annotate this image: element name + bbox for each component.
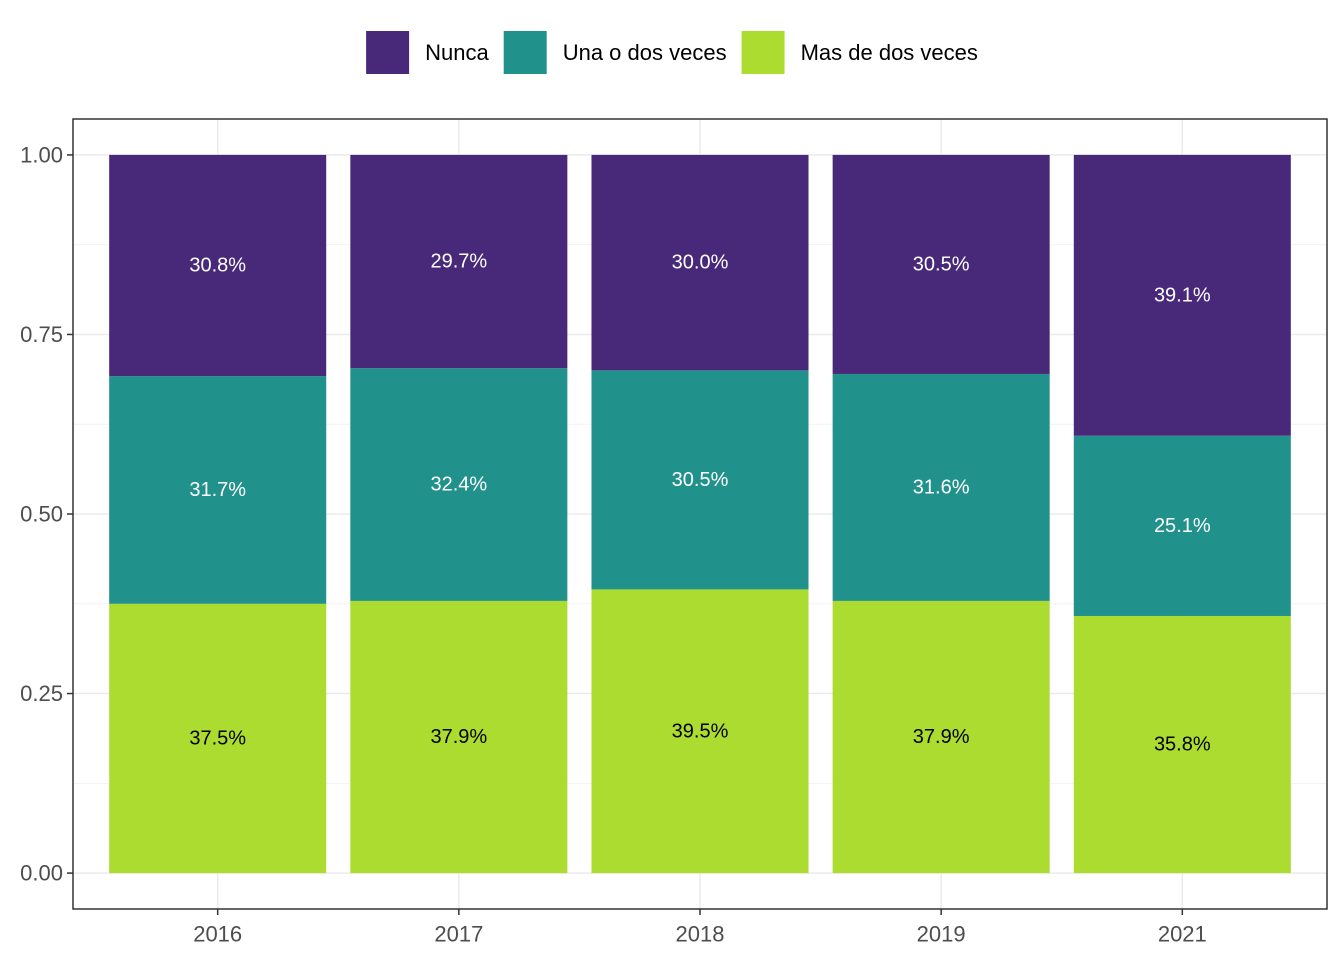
bar-data-label: 31.6% (913, 476, 970, 498)
bar-segment (591, 154, 809, 371)
legend: Nunca Una o dos veces Mas de dos veces (366, 31, 978, 74)
bar-labels: 37.5% 31.7% 30.8% 37.9% 32.4% 29.7% 39.5% 30.5%… (189, 251, 1211, 756)
bar-data-label: 30.8% (189, 255, 246, 277)
bar-segment (591, 589, 809, 874)
bar-segment (832, 373, 1050, 601)
bar-segment (109, 376, 327, 604)
bar-data-label: 37.5% (189, 727, 246, 749)
x-tick-label: 2016 (193, 922, 242, 947)
bar-segment (1073, 615, 1291, 874)
bar-segment (350, 368, 568, 601)
bar-data-label: 32.4% (430, 474, 487, 496)
bar-data-label: 30.0% (672, 252, 729, 274)
bar-data-label: 25.1% (1154, 515, 1211, 537)
bar-segment (832, 154, 1050, 374)
legend-item: Mas de dos veces (741, 31, 978, 74)
legend-item: Nunca (366, 31, 489, 74)
bars (109, 154, 1291, 874)
bar-data-label: 29.7% (430, 251, 487, 273)
plot-panel: 37.5% 31.7% 30.8% 37.9% 32.4% 29.7% 39.5% 30.5%… (72, 118, 1328, 910)
x-tick-label: 2021 (1158, 922, 1207, 947)
y-axis: 0.00 0.25 0.50 0.75 1.00 (20, 142, 73, 886)
bar-data-label: 31.7% (189, 479, 246, 501)
bar-data-label: 37.9% (430, 726, 487, 748)
x-tick-label: 2018 (676, 922, 725, 947)
x-tick-label: 2017 (434, 922, 483, 947)
x-tick-label: 2019 (917, 922, 966, 947)
bar-segment (1073, 435, 1291, 616)
bar-data-label: 39.5% (672, 720, 729, 742)
bar-segment (832, 600, 1050, 874)
bar-segment (109, 603, 327, 874)
y-tick-label: 1.00 (20, 142, 63, 167)
y-tick-label: 0.25 (20, 681, 63, 706)
legend-key (366, 31, 410, 74)
bar-segment (1073, 154, 1291, 436)
bar-data-label: 30.5% (913, 253, 970, 275)
bar-data-label: 30.5% (672, 469, 729, 491)
legend-key (741, 31, 785, 74)
legend-label: Nunca (425, 40, 489, 65)
legend-item: Una o dos veces (503, 31, 727, 74)
bar-data-label: 37.9% (913, 726, 970, 748)
bar-segment (109, 154, 327, 377)
bar-segment (350, 154, 568, 369)
bar-data-label: 39.1% (1154, 284, 1211, 306)
y-tick-label: 0.00 (20, 861, 63, 886)
y-tick-label: 0.75 (20, 322, 63, 347)
bar-data-label: 35.8% (1154, 734, 1211, 756)
legend-key (503, 31, 547, 74)
bar-segment (350, 600, 568, 874)
legend-label: Una o dos veces (563, 40, 727, 65)
x-axis: 2016 2017 2018 2019 2021 (193, 909, 1207, 947)
y-tick-label: 0.50 (20, 502, 63, 527)
bar-segment (591, 370, 809, 590)
legend-label: Mas de dos veces (801, 40, 978, 65)
